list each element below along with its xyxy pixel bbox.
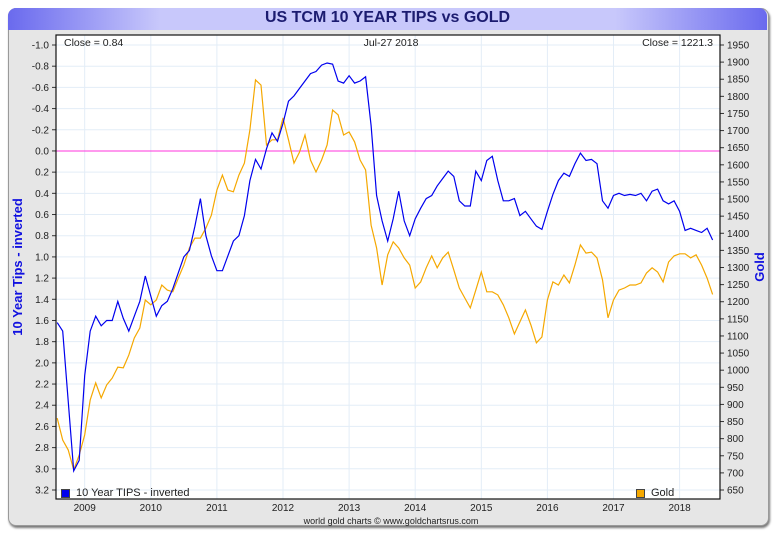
x-tick-label: 2016 — [536, 503, 559, 514]
left-tick-label: 0.2 — [35, 168, 49, 179]
right-tick-label: 1700 — [727, 126, 750, 137]
gold-close-value: Close = 1221.3 — [642, 37, 713, 49]
gold-series-line — [56, 78, 714, 472]
left-tick-label: -1.0 — [32, 41, 50, 52]
left-axis-title: 10 Year Tips - inverted — [10, 198, 25, 336]
legend-label-tips: 10 Year TIPS - inverted — [76, 487, 190, 499]
x-tick-label: 2017 — [602, 503, 625, 514]
right-tick-label: 1750 — [727, 109, 750, 120]
right-tick-label: 1000 — [727, 366, 750, 377]
x-tick-label: 2018 — [668, 503, 691, 514]
right-tick-label: 750 — [727, 451, 744, 462]
right-tick-label: 700 — [727, 468, 744, 479]
right-tick-label: 1050 — [727, 349, 750, 360]
left-tick-label: 2.0 — [35, 358, 49, 369]
right-axis-title: Gold — [752, 252, 767, 282]
right-tick-label: 1950 — [727, 41, 750, 52]
right-tick-label: 1900 — [727, 58, 750, 69]
title-bar: US TCM 10 YEAR TIPS vs GOLD — [8, 8, 767, 30]
tips-series-line — [56, 62, 714, 474]
left-tick-label: 0.4 — [35, 189, 49, 200]
x-tick-label: 2013 — [338, 503, 361, 514]
plot-area — [56, 35, 720, 499]
right-tick-label: 800 — [727, 434, 744, 445]
left-tick-label: 0.6 — [35, 210, 49, 221]
plot-border — [55, 34, 721, 500]
tips-legend-swatch-icon — [61, 488, 70, 498]
right-tick-label: 1650 — [727, 143, 750, 154]
left-tick-label: 2.6 — [35, 422, 49, 433]
left-tick-label: 2.4 — [35, 401, 49, 412]
chart-date: Jul-27 2018 — [363, 37, 419, 49]
right-tick-label: 1850 — [727, 75, 750, 86]
left-tick-label: -0.2 — [32, 125, 50, 136]
right-tick-label: 1350 — [727, 246, 750, 257]
left-tick-label: 1.8 — [35, 337, 49, 348]
left-tick-label: 1.6 — [35, 316, 49, 327]
left-tick-label: 1.2 — [35, 274, 49, 285]
right-tick-label: 1100 — [727, 331, 749, 342]
x-tick-label: 2014 — [404, 503, 427, 514]
x-tick-label: 2012 — [272, 503, 295, 514]
x-tick-label: 2010 — [140, 503, 163, 514]
axis-ticks: -1.0 -0.8 -0.6 -0.4 -0.2 0.0 0.2 0.4 0.6 0.8 1.0 1.… — [32, 41, 750, 515]
right-tick-label: 900 — [727, 400, 744, 411]
right-tick-label: 1250 — [727, 280, 750, 291]
right-tick-label: 1300 — [727, 263, 750, 274]
right-tick-label: 1150 — [727, 314, 749, 325]
chart-title: US TCM 10 YEAR TIPS vs GOLD — [264, 9, 511, 26]
left-tick-label: 3.2 — [35, 486, 49, 497]
chart-credit: world gold charts © www.goldchartsrus.co… — [303, 516, 479, 526]
right-tick-label: 1800 — [727, 92, 750, 103]
right-tick-label: 1400 — [727, 229, 750, 240]
legend-item-tips: 10 Year TIPS - inverted — [61, 487, 190, 499]
left-tick-label: -0.6 — [32, 83, 50, 94]
right-tick-label: 1200 — [727, 297, 750, 308]
tips-close-value: Close = 0.84 — [64, 37, 124, 49]
right-tick-label: 1550 — [727, 177, 750, 188]
left-tick-label: 0.0 — [35, 146, 49, 157]
left-tick-label: 2.8 — [35, 443, 49, 454]
x-tick-label: 2009 — [74, 503, 97, 514]
right-tick-label: 1450 — [727, 212, 750, 223]
x-tick-label: 2011 — [206, 503, 228, 514]
right-tick-label: 1600 — [727, 160, 750, 171]
left-tick-label: 2.2 — [35, 380, 49, 391]
left-tick-label: 1.0 — [35, 252, 49, 263]
gold-legend-swatch-icon — [636, 488, 645, 498]
left-tick-label: 1.4 — [35, 295, 49, 306]
right-tick-label: 850 — [727, 417, 744, 428]
left-tick-label: -0.4 — [32, 104, 50, 115]
left-tick-label: -0.8 — [32, 62, 50, 73]
right-tick-label: 650 — [727, 486, 744, 497]
right-tick-label: 1500 — [727, 195, 750, 206]
x-tick-label: 2015 — [470, 503, 493, 514]
legend-item-gold: Gold — [636, 487, 674, 499]
left-tick-label: 3.0 — [35, 464, 49, 475]
legend-label-gold: Gold — [651, 487, 675, 499]
left-tick-label: 0.8 — [35, 231, 49, 242]
right-tick-label: 950 — [727, 383, 744, 394]
